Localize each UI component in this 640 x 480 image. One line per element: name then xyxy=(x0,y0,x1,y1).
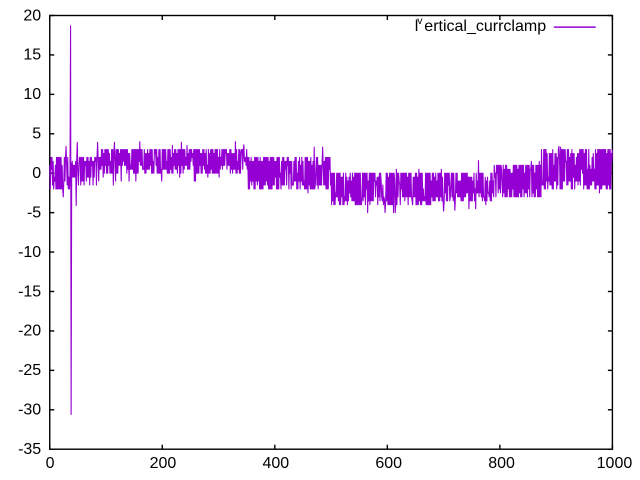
svg-text:-20: -20 xyxy=(18,323,41,340)
svg-text:15: 15 xyxy=(23,47,41,64)
svg-text:800: 800 xyxy=(488,455,515,472)
svg-text:-15: -15 xyxy=(18,283,41,300)
svg-text:5: 5 xyxy=(32,126,41,143)
svg-text:-10: -10 xyxy=(18,244,41,261)
svg-text:400: 400 xyxy=(262,455,289,472)
svg-text:200: 200 xyxy=(150,455,177,472)
svg-text:-5: -5 xyxy=(27,204,41,221)
svg-text:1000: 1000 xyxy=(597,455,633,472)
svg-text:v: v xyxy=(417,15,423,27)
svg-text:10: 10 xyxy=(23,86,41,103)
svg-text:ertical_currclamp: ertical_currclamp xyxy=(424,18,546,35)
svg-text:0: 0 xyxy=(46,455,55,472)
svg-text:600: 600 xyxy=(375,455,402,472)
svg-text:-35: -35 xyxy=(18,441,41,458)
svg-text:l: l xyxy=(415,18,419,35)
svg-text:-25: -25 xyxy=(18,362,41,379)
svg-text:20: 20 xyxy=(23,7,41,24)
svg-text:0: 0 xyxy=(32,165,41,182)
svg-text:-30: -30 xyxy=(18,402,41,419)
